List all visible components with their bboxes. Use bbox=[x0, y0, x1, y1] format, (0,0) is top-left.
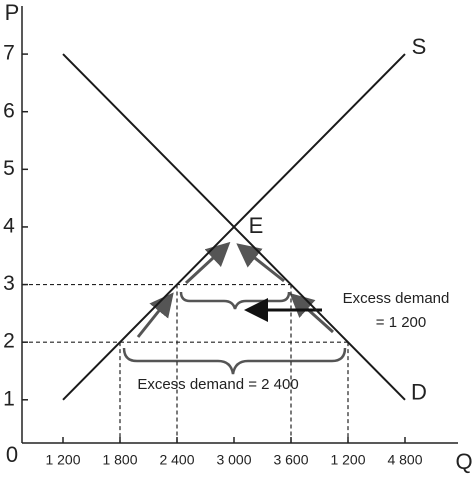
y-tick-label: 4 bbox=[3, 214, 15, 237]
y-tick-label: 7 bbox=[3, 42, 15, 65]
annotation: Excess demand bbox=[343, 290, 450, 307]
x-axis-label: Q bbox=[455, 449, 472, 474]
x-tick-label: 1 200 bbox=[45, 452, 80, 468]
arrow bbox=[236, 243, 285, 283]
x-tick-label: 2 400 bbox=[159, 452, 194, 468]
x-tick-label: 3 600 bbox=[273, 452, 308, 468]
annotation: Excess demand = 2 400 bbox=[137, 376, 298, 393]
arrow bbox=[136, 292, 174, 338]
origin-label: 0 bbox=[6, 442, 18, 467]
equilibrium-label: E bbox=[249, 213, 264, 238]
x-tick-label: 3 000 bbox=[216, 452, 251, 468]
brace-large bbox=[122, 347, 347, 375]
y-tick-label: 5 bbox=[3, 157, 15, 180]
y-tick-label: 6 bbox=[3, 99, 15, 122]
arrow bbox=[184, 241, 231, 285]
x-tick-label: 1 200 bbox=[330, 452, 365, 468]
y-tick-label: 3 bbox=[3, 272, 15, 295]
y-axis-label: P bbox=[5, 0, 20, 25]
x-tick-label: 1 800 bbox=[102, 452, 137, 468]
x-tick-label: 4 800 bbox=[387, 452, 422, 468]
annotation: = 1 200 bbox=[376, 314, 426, 331]
line-series bbox=[62, 53, 406, 401]
series-label: D bbox=[411, 380, 427, 405]
brace-small bbox=[179, 291, 291, 310]
arrow bbox=[289, 292, 335, 334]
series-label: S bbox=[412, 34, 427, 59]
y-tick-label: 2 bbox=[3, 330, 15, 353]
y-tick-label: 1 bbox=[3, 387, 15, 410]
